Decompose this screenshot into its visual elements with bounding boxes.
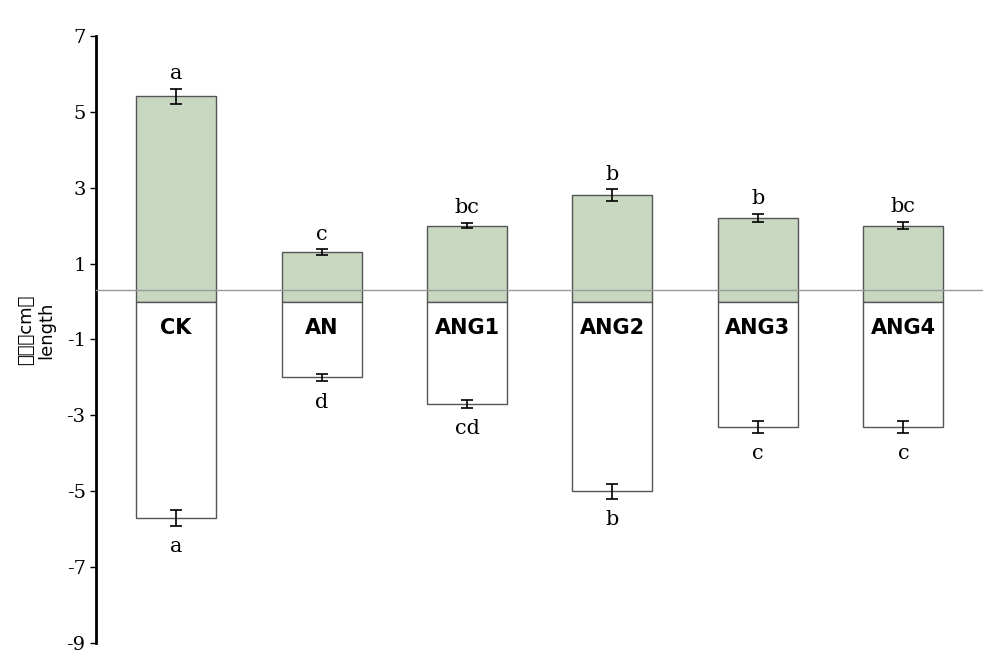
Bar <box>282 252 362 301</box>
Text: cd: cd <box>455 419 479 438</box>
Text: ANG1: ANG1 <box>434 318 500 338</box>
Text: d: d <box>315 393 328 412</box>
Bar <box>136 301 216 518</box>
Text: c: c <box>752 444 764 463</box>
Text: bc: bc <box>891 197 916 216</box>
Bar <box>572 195 652 301</box>
Bar <box>282 301 362 378</box>
Text: bc: bc <box>455 198 479 217</box>
Bar <box>718 218 798 301</box>
Text: AN: AN <box>305 318 338 338</box>
Text: CK: CK <box>160 318 192 338</box>
Bar <box>863 225 943 301</box>
Text: ANG3: ANG3 <box>725 318 790 338</box>
Bar <box>136 97 216 301</box>
Y-axis label: 长度（cm）
length: 长度（cm） length <box>17 295 55 365</box>
Bar <box>572 301 652 491</box>
Text: a: a <box>170 537 182 556</box>
Text: b: b <box>606 511 619 529</box>
Text: b: b <box>606 165 619 184</box>
Text: c: c <box>316 225 327 244</box>
Bar <box>863 301 943 427</box>
Text: ANG2: ANG2 <box>580 318 645 338</box>
Text: c: c <box>898 444 909 463</box>
Bar <box>427 225 507 301</box>
Bar <box>427 301 507 404</box>
Text: b: b <box>751 189 765 209</box>
Text: ANG4: ANG4 <box>871 318 936 338</box>
Bar <box>718 301 798 427</box>
Text: a: a <box>170 64 182 83</box>
